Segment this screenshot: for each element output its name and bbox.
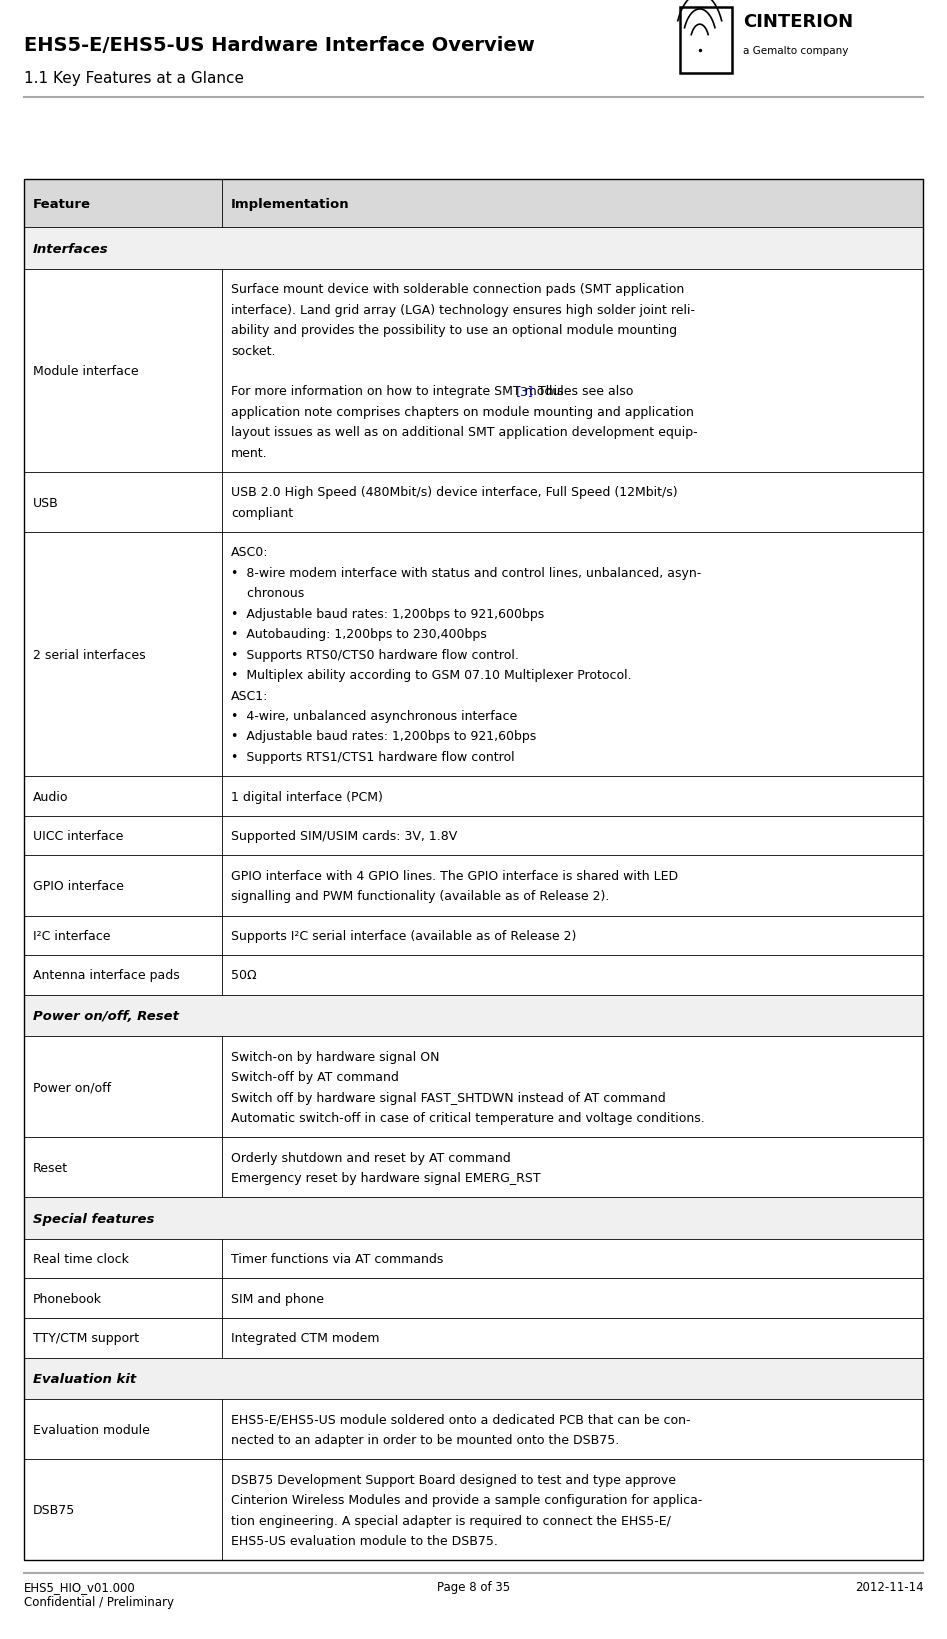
Text: application note comprises chapters on module mounting and application: application note comprises chapters on m… xyxy=(231,405,694,418)
Text: ASC0:: ASC0: xyxy=(231,546,269,559)
Text: Automatic switch-off in case of critical temperature and voltage conditions.: Automatic switch-off in case of critical… xyxy=(231,1111,705,1124)
Text: •  8-wire modem interface with status and control lines, unbalanced, asyn-: • 8-wire modem interface with status and… xyxy=(231,567,702,580)
Text: Switch-on by hardware signal ON: Switch-on by hardware signal ON xyxy=(231,1051,439,1064)
Bar xyxy=(24,1198,923,1239)
Text: Supports I²C serial interface (available as of Release 2): Supports I²C serial interface (available… xyxy=(231,929,577,942)
Text: GPIO interface: GPIO interface xyxy=(33,880,124,893)
Bar xyxy=(24,916,923,956)
Text: Emergency reset by hardware signal EMERG_RST: Emergency reset by hardware signal EMERG… xyxy=(231,1172,541,1185)
FancyBboxPatch shape xyxy=(680,8,732,74)
Text: chronous: chronous xyxy=(231,587,304,600)
Bar xyxy=(24,1400,923,1459)
Text: Phonebook: Phonebook xyxy=(33,1292,102,1305)
Bar xyxy=(24,228,923,270)
Text: Cinterion Wireless Modules and provide a sample configuration for applica-: Cinterion Wireless Modules and provide a… xyxy=(231,1493,703,1506)
Text: tion engineering. A special adapter is required to connect the EHS5-E/: tion engineering. A special adapter is r… xyxy=(231,1513,670,1526)
Bar xyxy=(24,1459,923,1560)
Text: Reset: Reset xyxy=(33,1160,68,1174)
Text: 2012-11-14: 2012-11-14 xyxy=(855,1580,923,1593)
Text: Switch-off by AT command: Switch-off by AT command xyxy=(231,1070,399,1083)
Bar xyxy=(24,1278,923,1318)
Text: Power on/off: Power on/off xyxy=(33,1080,111,1093)
Text: •  Autobauding: 1,200bps to 230,400bps: • Autobauding: 1,200bps to 230,400bps xyxy=(231,628,487,641)
Bar xyxy=(24,777,923,816)
Text: •  Adjustable baud rates: 1,200bps to 921,600bps: • Adjustable baud rates: 1,200bps to 921… xyxy=(231,608,545,621)
Text: socket.: socket. xyxy=(231,344,276,357)
Text: •  Multiplex ability according to GSM 07.10 Multiplexer Protocol.: • Multiplex ability according to GSM 07.… xyxy=(231,669,632,682)
Text: signalling and PWM functionality (available as of Release 2).: signalling and PWM functionality (availa… xyxy=(231,890,610,903)
Text: EHS5-US evaluation module to the DSB75.: EHS5-US evaluation module to the DSB75. xyxy=(231,1534,498,1547)
Bar xyxy=(24,533,923,777)
Text: •  4-wire, unbalanced asynchronous interface: • 4-wire, unbalanced asynchronous interf… xyxy=(231,710,517,723)
Text: UICC interface: UICC interface xyxy=(33,829,123,842)
Text: ability and provides the possibility to use an optional module mounting: ability and provides the possibility to … xyxy=(231,325,677,338)
Text: EHS5-E/EHS5-US Hardware Interface Overview: EHS5-E/EHS5-US Hardware Interface Overvi… xyxy=(24,36,534,56)
Bar xyxy=(24,180,923,228)
Text: USB: USB xyxy=(33,497,59,510)
Text: ASC1:: ASC1: xyxy=(231,688,268,701)
Text: interface). Land grid array (LGA) technology ensures high solder joint reli-: interface). Land grid array (LGA) techno… xyxy=(231,303,695,316)
Text: ment.: ment. xyxy=(231,446,268,459)
Text: [3]: [3] xyxy=(516,385,533,398)
Text: DSB75 Development Support Board designed to test and type approve: DSB75 Development Support Board designed… xyxy=(231,1473,676,1485)
Bar xyxy=(24,995,923,1036)
Bar xyxy=(24,856,923,916)
Text: CINTERION: CINTERION xyxy=(743,13,853,31)
Bar xyxy=(24,1137,923,1198)
Text: GPIO interface with 4 GPIO lines. The GPIO interface is shared with LED: GPIO interface with 4 GPIO lines. The GP… xyxy=(231,869,678,882)
Text: Timer functions via AT commands: Timer functions via AT commands xyxy=(231,1252,443,1265)
Bar xyxy=(24,1357,923,1400)
Text: USB 2.0 High Speed (480Mbit/s) device interface, Full Speed (12Mbit/s): USB 2.0 High Speed (480Mbit/s) device in… xyxy=(231,487,678,498)
Text: Power on/off, Reset: Power on/off, Reset xyxy=(33,1010,179,1023)
Text: nected to an adapter in order to be mounted onto the DSB75.: nected to an adapter in order to be moun… xyxy=(231,1432,619,1446)
Text: Interfaces: Interfaces xyxy=(33,243,109,256)
Text: Orderly shutdown and reset by AT command: Orderly shutdown and reset by AT command xyxy=(231,1151,510,1164)
Bar xyxy=(24,180,923,1560)
Text: Surface mount device with solderable connection pads (SMT application: Surface mount device with solderable con… xyxy=(231,284,685,297)
Text: Evaluation module: Evaluation module xyxy=(33,1423,150,1436)
Text: Special features: Special features xyxy=(33,1211,154,1224)
Text: Antenna interface pads: Antenna interface pads xyxy=(33,969,180,982)
Bar xyxy=(24,472,923,533)
Text: Integrated CTM modem: Integrated CTM modem xyxy=(231,1331,380,1344)
Text: •  Adjustable baud rates: 1,200bps to 921,60bps: • Adjustable baud rates: 1,200bps to 921… xyxy=(231,729,536,742)
Bar xyxy=(24,816,923,856)
Text: TTY/CTM support: TTY/CTM support xyxy=(33,1331,139,1344)
Text: For more information on how to integrate SMT modules see also: For more information on how to integrate… xyxy=(231,385,637,398)
Text: Page 8 of 35: Page 8 of 35 xyxy=(437,1580,510,1593)
Bar xyxy=(24,1239,923,1278)
Text: . This: . This xyxy=(529,385,563,398)
Bar xyxy=(24,956,923,995)
Text: Feature: Feature xyxy=(33,198,91,211)
Text: Evaluation kit: Evaluation kit xyxy=(33,1372,136,1385)
Text: Audio: Audio xyxy=(33,790,68,803)
Text: Supported SIM/USIM cards: 3V, 1.8V: Supported SIM/USIM cards: 3V, 1.8V xyxy=(231,829,457,842)
Text: 1.1 Key Features at a Glance: 1.1 Key Features at a Glance xyxy=(24,70,243,85)
Text: 2 serial interfaces: 2 serial interfaces xyxy=(33,649,146,661)
Text: •  Supports RTS0/CTS0 hardware flow control.: • Supports RTS0/CTS0 hardware flow contr… xyxy=(231,649,519,661)
Text: compliant: compliant xyxy=(231,506,294,520)
Text: 50Ω: 50Ω xyxy=(231,969,257,982)
Text: DSB75: DSB75 xyxy=(33,1503,76,1516)
Text: I²C interface: I²C interface xyxy=(33,929,111,942)
Text: Real time clock: Real time clock xyxy=(33,1252,129,1265)
Text: SIM and phone: SIM and phone xyxy=(231,1292,324,1305)
Bar xyxy=(24,270,923,472)
Text: a Gemalto company: a Gemalto company xyxy=(743,46,849,56)
Text: Switch off by hardware signal FAST_SHTDWN instead of AT command: Switch off by hardware signal FAST_SHTDW… xyxy=(231,1092,666,1103)
Text: EHS5_HIO_v01.000
Confidential / Preliminary: EHS5_HIO_v01.000 Confidential / Prelimin… xyxy=(24,1580,173,1608)
Text: layout issues as well as on additional SMT application development equip-: layout issues as well as on additional S… xyxy=(231,426,698,439)
Bar xyxy=(24,1036,923,1137)
Text: EHS5-E/EHS5-US module soldered onto a dedicated PCB that can be con-: EHS5-E/EHS5-US module soldered onto a de… xyxy=(231,1413,690,1426)
Text: •  Supports RTS1/CTS1 hardware flow control: • Supports RTS1/CTS1 hardware flow contr… xyxy=(231,751,514,764)
Bar xyxy=(24,1318,923,1357)
Text: 1 digital interface (PCM): 1 digital interface (PCM) xyxy=(231,790,383,803)
Text: Module interface: Module interface xyxy=(33,365,139,377)
Text: Implementation: Implementation xyxy=(231,198,349,211)
